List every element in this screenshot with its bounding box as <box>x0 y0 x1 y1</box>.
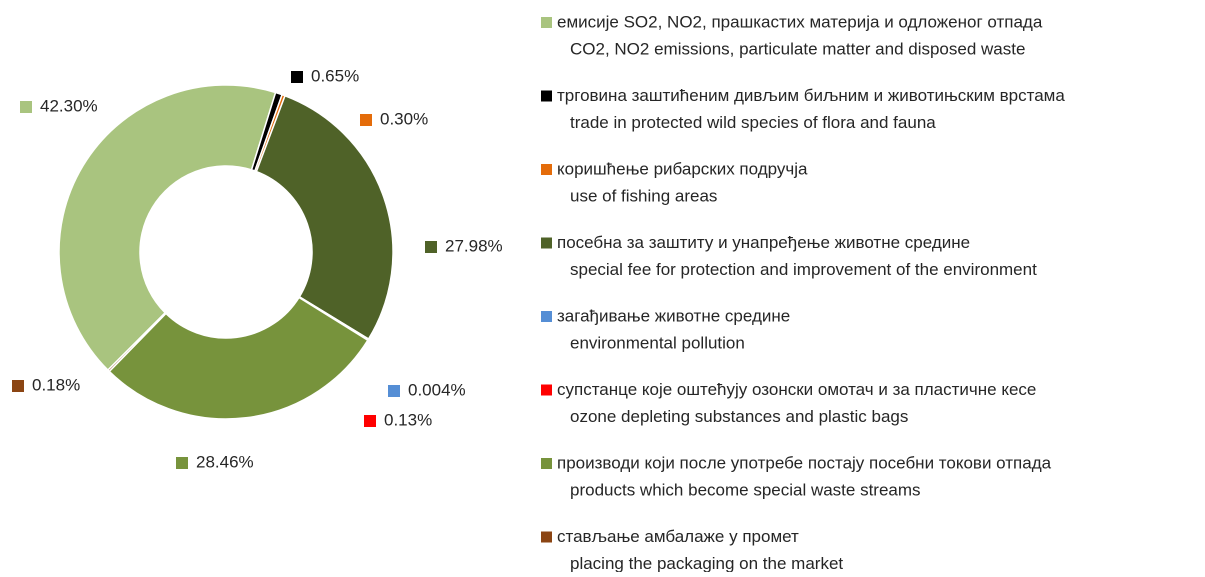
data-label: 0.18% <box>32 375 80 394</box>
data-label-key <box>364 415 376 427</box>
legend-label-en: placing the packaging on the market <box>570 554 843 572</box>
legend-label: трговина заштићеним дивљим биљним и живо… <box>557 86 1065 105</box>
legend-label-en: ozone depleting substances and plastic b… <box>570 407 908 426</box>
legend-label: посебна за заштиту и унапређење животне … <box>557 233 970 252</box>
legend-label-en: use of fishing areas <box>570 186 717 205</box>
data-label: 0.13% <box>384 410 432 429</box>
legend-key <box>541 311 552 322</box>
legend-key <box>541 458 552 469</box>
data-label: 0.65% <box>311 66 359 85</box>
slice <box>108 296 369 420</box>
legend-label-en: CO2, NO2 emissions, particulate matter a… <box>570 39 1025 58</box>
data-label-key <box>388 385 400 397</box>
legend-key <box>541 384 552 396</box>
legend-label: супстанце које оштећују озонски омотач и… <box>557 380 1036 399</box>
data-label-key <box>12 380 24 392</box>
data-label: 0.004% <box>408 380 466 399</box>
slice <box>255 94 394 341</box>
legend-label-en: products which become special waste stre… <box>570 480 921 499</box>
legend-label: емисије SO2, NO2, прашкастих материја и … <box>557 12 1043 31</box>
legend-key <box>541 531 552 543</box>
data-label: 28.46% <box>196 452 254 471</box>
legend-key <box>541 90 552 102</box>
data-label-key <box>176 457 188 469</box>
slice <box>58 84 277 372</box>
legend-label: коришћење рибарских подручја <box>557 159 808 178</box>
data-label-key <box>425 241 437 253</box>
data-label: 27.98% <box>445 236 503 255</box>
legend-label: производи који после употребе постају по… <box>557 453 1052 472</box>
data-label-key <box>291 71 303 83</box>
data-label: 42.30% <box>40 96 98 115</box>
data-label-key <box>360 114 372 126</box>
legend-label: стављање амбалаже у промет <box>557 527 799 546</box>
legend-label-en: special fee for protection and improveme… <box>570 260 1037 279</box>
data-label: 0.30% <box>380 109 428 128</box>
legend-label-en: trade in protected wild species of flora… <box>570 113 936 132</box>
legend-key <box>541 164 552 175</box>
legend-key <box>541 237 552 249</box>
legend-key <box>541 17 552 28</box>
data-label-key <box>20 101 32 113</box>
slice <box>106 311 167 373</box>
legend-label-en: environmental pollution <box>570 333 745 352</box>
legend-label: загађивање животне средине <box>557 306 790 325</box>
